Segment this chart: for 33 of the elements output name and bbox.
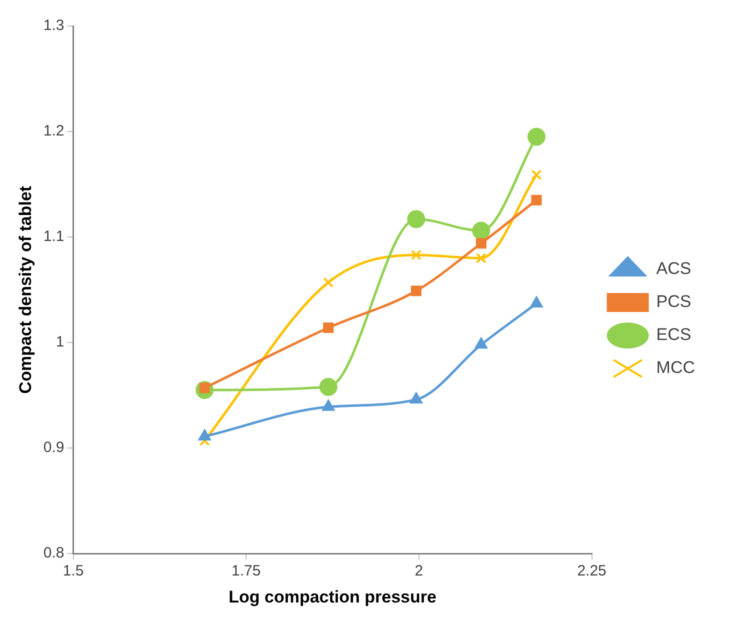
point [410,250,422,260]
legend-label: MCC [656,358,696,378]
point [530,296,543,308]
point [476,252,486,264]
x-tick-label: 1.5 [62,562,84,580]
point [319,378,338,396]
point [531,170,542,180]
y-tick-label: 0.9 [43,439,64,456]
point [410,286,422,296]
y-tick-label: 1 [56,334,64,351]
point [198,429,211,440]
x-axis-title: Log compaction pressure [228,587,436,606]
point [323,277,334,288]
point [410,392,422,404]
legend-label: ECS [656,325,692,344]
point [476,238,486,249]
point [323,322,334,334]
legend-label: PCS [656,292,692,312]
x-tick-label: 2.25 [577,562,606,580]
x-tick-label: 1.75 [231,562,261,580]
point [472,222,490,240]
point [531,194,542,206]
y-tick-label: 1.1 [43,228,64,246]
point [474,338,488,349]
point [407,210,426,228]
legend-label: ACS [656,259,692,278]
y-axis-title: Compact density of tablet [16,186,35,394]
x-tick-label: 2 [414,562,424,580]
point [527,128,546,146]
point [322,400,335,411]
y-tick-label: 1.2 [43,122,64,140]
y-tick-label: 1.3 [43,17,64,34]
y-tick-label: 0.8 [43,544,64,562]
